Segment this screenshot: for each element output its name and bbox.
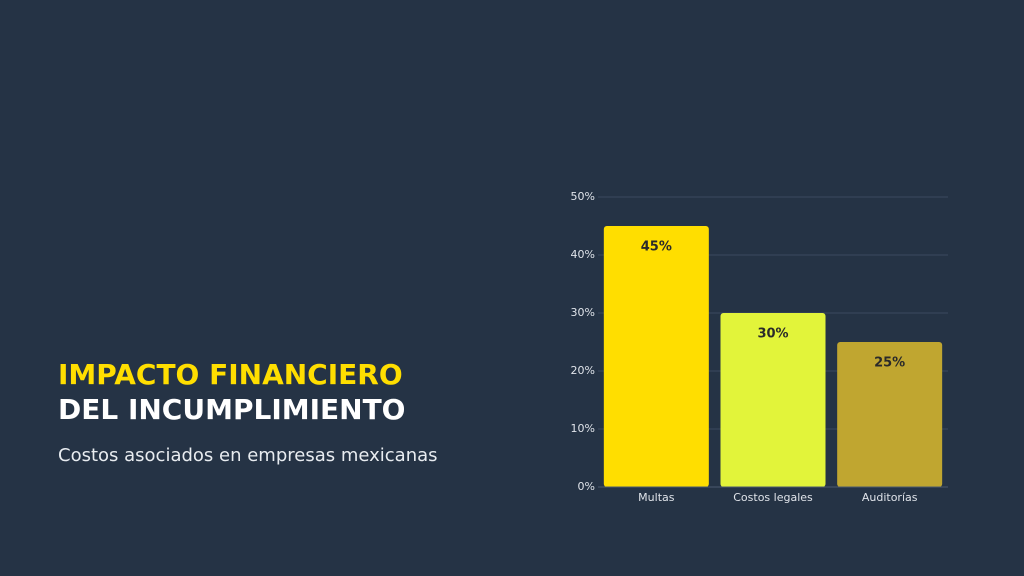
value-label: 45% [641, 240, 672, 255]
title-line: IMPACTO FINANCIERO [58, 358, 403, 391]
subtitle: Costos asociados en empresas mexicanas [58, 445, 438, 466]
y-tick-label: 40% [571, 248, 595, 261]
y-tick-label: 30% [571, 306, 595, 319]
x-tick-label: Multas [638, 491, 675, 504]
title-line: DEL INCUMPLIMIENTO [58, 393, 405, 426]
x-tick-label: Auditorías [862, 491, 918, 504]
y-tick-label: 50% [571, 190, 595, 203]
bar [837, 342, 943, 487]
y-tick-label: 20% [571, 364, 595, 377]
x-tick-label: Costos legales [733, 491, 813, 504]
value-label: 25% [874, 356, 905, 371]
bar [720, 313, 826, 487]
value-label: 30% [757, 327, 788, 342]
y-tick-label: 10% [571, 422, 595, 435]
bar [603, 226, 709, 487]
y-tick-label: 0% [578, 480, 595, 493]
